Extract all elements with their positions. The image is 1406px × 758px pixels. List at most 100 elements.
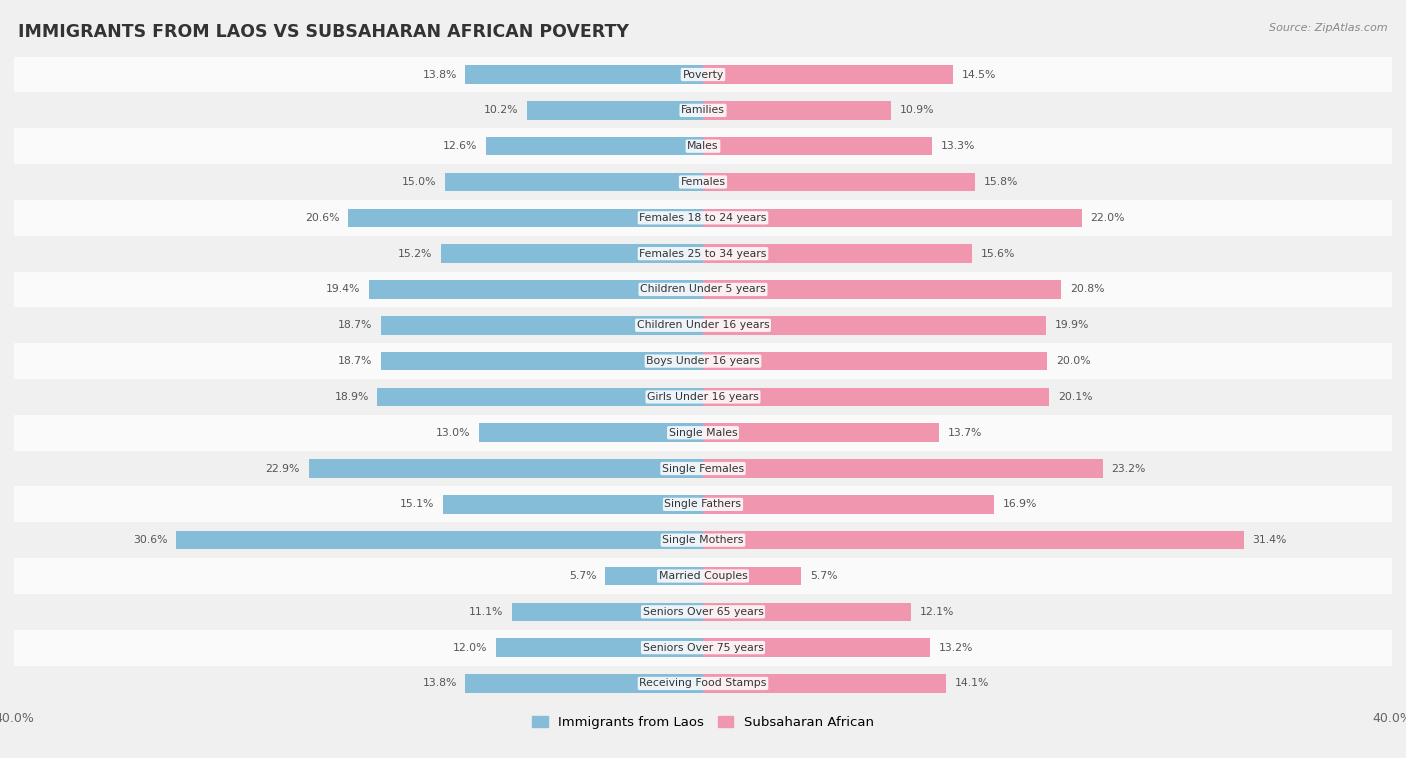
Text: Married Couples: Married Couples [658, 571, 748, 581]
Bar [703, 531, 1244, 550]
Bar [465, 65, 703, 84]
Text: 13.8%: 13.8% [422, 70, 457, 80]
Bar [443, 495, 703, 514]
Text: 5.7%: 5.7% [810, 571, 838, 581]
Text: 15.0%: 15.0% [402, 177, 436, 187]
Text: 12.0%: 12.0% [453, 643, 488, 653]
Text: 13.0%: 13.0% [436, 428, 471, 437]
Text: 30.6%: 30.6% [132, 535, 167, 545]
Legend: Immigrants from Laos, Subsaharan African: Immigrants from Laos, Subsaharan African [527, 710, 879, 735]
Text: Source: ZipAtlas.com: Source: ZipAtlas.com [1270, 23, 1388, 33]
Text: Single Females: Single Females [662, 464, 744, 474]
Text: 19.4%: 19.4% [326, 284, 360, 294]
Bar [527, 101, 703, 120]
Bar [703, 567, 801, 585]
Text: 19.9%: 19.9% [1054, 321, 1088, 330]
Bar [14, 271, 1392, 307]
Text: Males: Males [688, 141, 718, 151]
Text: Boys Under 16 years: Boys Under 16 years [647, 356, 759, 366]
Bar [14, 57, 1392, 92]
Text: 15.2%: 15.2% [398, 249, 433, 258]
Bar [14, 128, 1392, 164]
Bar [486, 137, 703, 155]
Text: Single Mothers: Single Mothers [662, 535, 744, 545]
Text: Receiving Food Stamps: Receiving Food Stamps [640, 678, 766, 688]
Text: 13.8%: 13.8% [422, 678, 457, 688]
Bar [703, 352, 1047, 371]
Text: 13.3%: 13.3% [941, 141, 974, 151]
Bar [703, 101, 891, 120]
Bar [381, 316, 703, 334]
Text: Families: Families [681, 105, 725, 115]
Bar [703, 65, 953, 84]
Text: 12.6%: 12.6% [443, 141, 478, 151]
Bar [14, 630, 1392, 666]
Text: 13.7%: 13.7% [948, 428, 981, 437]
Bar [308, 459, 703, 478]
Text: 22.9%: 22.9% [266, 464, 299, 474]
Text: Females 25 to 34 years: Females 25 to 34 years [640, 249, 766, 258]
Text: 18.7%: 18.7% [337, 321, 373, 330]
Bar [14, 164, 1392, 200]
Bar [703, 603, 911, 621]
Bar [703, 244, 972, 263]
Bar [14, 522, 1392, 558]
Bar [349, 208, 703, 227]
Text: 15.1%: 15.1% [399, 500, 434, 509]
Bar [14, 343, 1392, 379]
Text: 5.7%: 5.7% [568, 571, 596, 581]
Bar [512, 603, 703, 621]
Bar [14, 487, 1392, 522]
Text: 15.6%: 15.6% [980, 249, 1015, 258]
Bar [703, 137, 932, 155]
Bar [479, 424, 703, 442]
Bar [703, 459, 1102, 478]
Text: Females: Females [681, 177, 725, 187]
Bar [14, 200, 1392, 236]
Bar [14, 92, 1392, 128]
Text: 18.9%: 18.9% [335, 392, 368, 402]
Text: Girls Under 16 years: Girls Under 16 years [647, 392, 759, 402]
Bar [703, 638, 931, 657]
Text: 14.1%: 14.1% [955, 678, 988, 688]
Bar [14, 379, 1392, 415]
Text: 20.0%: 20.0% [1056, 356, 1091, 366]
Bar [14, 236, 1392, 271]
Bar [703, 424, 939, 442]
Bar [703, 495, 994, 514]
Text: Females 18 to 24 years: Females 18 to 24 years [640, 213, 766, 223]
Text: 15.8%: 15.8% [984, 177, 1018, 187]
Bar [14, 594, 1392, 630]
Text: Single Fathers: Single Fathers [665, 500, 741, 509]
Bar [703, 208, 1083, 227]
Bar [14, 558, 1392, 594]
Bar [176, 531, 703, 550]
Text: 20.6%: 20.6% [305, 213, 340, 223]
Text: Seniors Over 65 years: Seniors Over 65 years [643, 607, 763, 617]
Bar [14, 451, 1392, 487]
Bar [14, 666, 1392, 701]
Bar [14, 307, 1392, 343]
Text: 31.4%: 31.4% [1253, 535, 1286, 545]
Text: Single Males: Single Males [669, 428, 737, 437]
Bar [441, 244, 703, 263]
Bar [703, 316, 1046, 334]
Bar [496, 638, 703, 657]
Text: Children Under 5 years: Children Under 5 years [640, 284, 766, 294]
Text: 16.9%: 16.9% [1002, 500, 1038, 509]
Bar [377, 387, 703, 406]
Bar [465, 674, 703, 693]
Text: 11.1%: 11.1% [468, 607, 503, 617]
Text: 13.2%: 13.2% [939, 643, 973, 653]
Bar [703, 173, 976, 191]
Bar [605, 567, 703, 585]
Text: Seniors Over 75 years: Seniors Over 75 years [643, 643, 763, 653]
Text: 22.0%: 22.0% [1091, 213, 1125, 223]
Bar [368, 280, 703, 299]
Text: 12.1%: 12.1% [920, 607, 955, 617]
Text: 20.1%: 20.1% [1057, 392, 1092, 402]
Text: Poverty: Poverty [682, 70, 724, 80]
Bar [703, 674, 946, 693]
Text: Children Under 16 years: Children Under 16 years [637, 321, 769, 330]
Text: IMMIGRANTS FROM LAOS VS SUBSAHARAN AFRICAN POVERTY: IMMIGRANTS FROM LAOS VS SUBSAHARAN AFRIC… [18, 23, 628, 41]
